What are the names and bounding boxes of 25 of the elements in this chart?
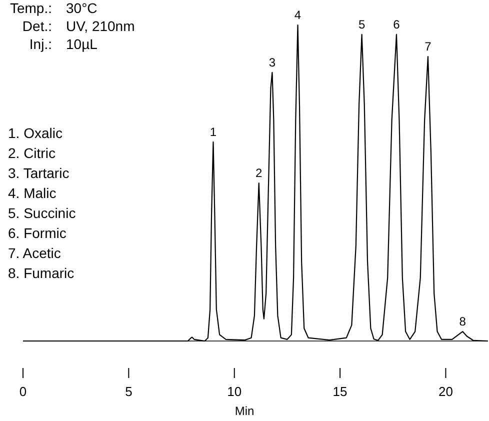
x-tick-label: 0 (19, 384, 27, 399)
x-tick-label: 5 (125, 384, 132, 399)
annotation: 5 (358, 17, 366, 32)
annotation: 6. Formic (8, 225, 66, 241)
annotation: 4 (294, 8, 302, 22)
annotation: 8 (459, 314, 466, 329)
x-tick-label: 10 (227, 384, 242, 399)
annotation: 1. Oxalic (8, 125, 62, 141)
annotation: Det.: UV, 210nm (22, 18, 135, 34)
annotation: 2 (256, 166, 263, 180)
annotation: 6 (393, 17, 400, 32)
x-tick-label: 15 (332, 384, 348, 399)
x-axis-title: Min (234, 404, 254, 418)
annotation: 8. Fumaric (8, 265, 74, 281)
annotation: 3 (268, 55, 276, 70)
annotation: 1 (210, 124, 217, 139)
annotation: 2. Citric (8, 145, 56, 161)
annotation: 7. Acetic (8, 245, 61, 261)
annotation: 3. Tartaric (8, 165, 70, 181)
annotation: 7 (424, 40, 432, 54)
text: Temp.: 30°C (10, 0, 98, 16)
annotation: Inj.: 10µL (29, 36, 98, 52)
x-tick-label: 20 (438, 384, 453, 399)
annotation: 4. Malic (8, 185, 56, 201)
annotation: 5. Succinic (8, 205, 76, 221)
